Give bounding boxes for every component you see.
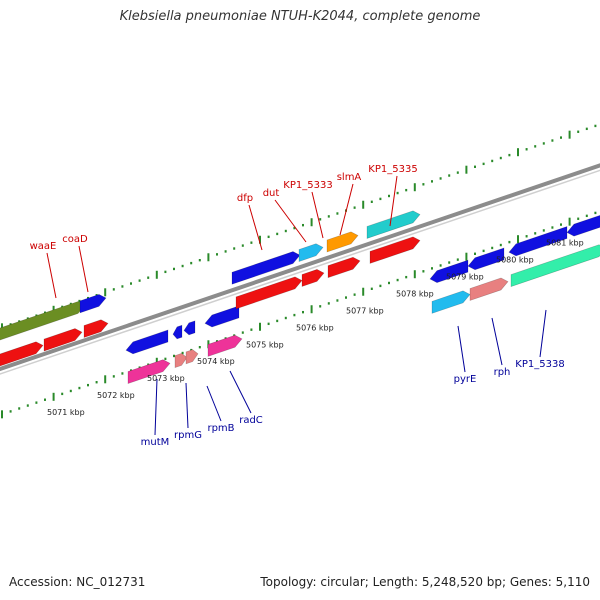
blue-feature-coaD	[79, 294, 107, 314]
salmon-feature-rpmB	[185, 349, 199, 365]
scale-label-5079: 5079 kbp	[446, 273, 484, 282]
callout-line-KP1_5335	[389, 175, 398, 227]
cyan-feature-KP1_5335	[366, 210, 421, 239]
red-feature-slmA	[327, 256, 361, 279]
scale-label-5075: 5075 kbp	[246, 341, 284, 350]
callout-line-dut	[274, 199, 307, 243]
callout-line-slmA	[339, 183, 354, 236]
backbone-line-bottom	[0, 169, 600, 375]
pink-feature-radC	[207, 334, 243, 357]
red-feature-3	[83, 319, 109, 338]
feature-track	[0, 210, 600, 384]
gene-label-waaE: waaE	[30, 241, 57, 252]
gene-label-radC: radC	[239, 415, 263, 426]
scale-label-5077: 5077 kbp	[346, 307, 384, 316]
callout-line-rpmG	[185, 382, 189, 429]
blue-feature-rpmB	[183, 320, 196, 336]
gene-label-coaD: coaD	[62, 234, 88, 245]
blue-feature-rph	[467, 247, 505, 271]
scale-label-5074: 5074 kbp	[197, 357, 235, 366]
gene-label-dut: dut	[263, 188, 280, 199]
orange-feature-slmA	[326, 231, 359, 253]
callout-line-radC	[229, 370, 252, 414]
tick-row-bottom	[1, 211, 597, 419]
map-title: Klebsiella pneumoniae NTUH-K2044, comple…	[119, 9, 481, 24]
blue-feature-rpmG	[172, 324, 183, 340]
callout-line-KP1_5338	[539, 309, 547, 358]
scale-label-5078: 5078 kbp	[396, 290, 434, 299]
blue-feature-mutM	[125, 329, 169, 355]
blue-feature-dfp	[231, 251, 301, 285]
callout-line-coaD	[78, 245, 89, 293]
gene-label-rph: rph	[494, 367, 511, 378]
blue-feature-radC	[204, 305, 240, 328]
red-feature-1	[0, 341, 44, 367]
red-feature-dut	[301, 269, 325, 287]
gene-label-slmA: slmA	[337, 172, 362, 183]
gene-label-dfp: dfp	[237, 193, 253, 204]
genome-summary-text: Topology: circular; Length: 5,248,520 bp…	[260, 575, 590, 589]
salmon-feature-rpmG	[174, 353, 188, 369]
mint-feature-KP1_5338	[510, 244, 600, 287]
lightblue-feature-pyrE	[431, 290, 471, 314]
scale-label-5071: 5071 kbp	[47, 408, 85, 417]
scale-label-5076: 5076 kbp	[296, 324, 334, 333]
red-feature-2	[43, 328, 83, 352]
accession-text: Accession: NC_012731	[9, 575, 146, 589]
gene-label-rpmG: rpmG	[174, 430, 202, 441]
blue-feature-edge	[566, 215, 600, 237]
scale-label-5073: 5073 kbp	[147, 374, 185, 383]
callout-line-KP1_5333	[311, 191, 324, 239]
callout-line-rph	[491, 317, 503, 366]
scale-label-5080: 5080 kbp	[496, 256, 534, 265]
red-feature-dfp	[235, 276, 303, 310]
callout-line-rpmB	[206, 385, 222, 422]
callout-line-waaE	[46, 252, 57, 299]
callout-line-dfp	[248, 204, 263, 251]
gene-label-KP1_5333: KP1_5333	[283, 180, 332, 191]
gene-label-KP1_5335: KP1_5335	[368, 164, 417, 175]
gene-label-rpmB: rpmB	[207, 423, 234, 434]
scale-labels: 5071 kbp 5072 kbp 5073 kbp 5074 kbp 5075 kbp…	[47, 239, 584, 417]
red-feature-KP1_5335	[369, 236, 421, 264]
callout-line-mutM	[154, 378, 158, 436]
salmon-feature-rph	[469, 277, 509, 301]
genome-backbone	[0, 163, 600, 375]
scale-label-5072: 5072 kbp	[97, 391, 135, 400]
lightblue-feature-dut	[298, 243, 324, 262]
scale-label-5081: 5081 kbp	[546, 239, 584, 248]
gene-label-pyrE: pyrE	[454, 374, 477, 385]
callout-line-pyrE	[457, 325, 466, 373]
backbone-line-top	[0, 163, 600, 372]
pink-feature-mutM	[127, 359, 171, 384]
gene-label-mutM: mutM	[141, 437, 170, 448]
gene-label-KP1_5338: KP1_5338	[515, 359, 564, 370]
